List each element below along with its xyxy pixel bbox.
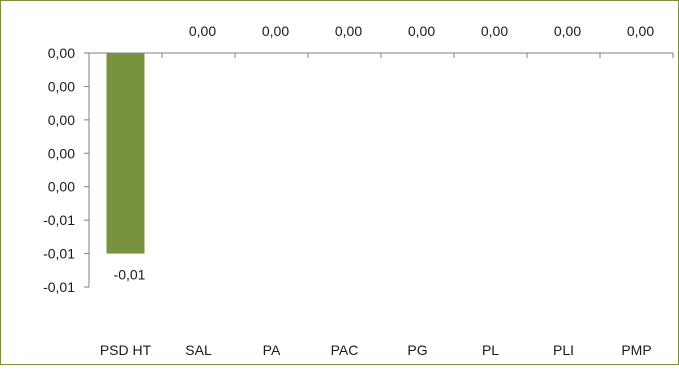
x-tick-label: PA [263, 342, 281, 358]
x-tick-label: PSD HT [100, 342, 152, 358]
data-labels: -0,01 0,00 0,00 0,00 0,00 0,00 0,00 0,00 [114, 23, 655, 283]
data-label: 0,00 [408, 23, 435, 39]
data-label: 0,00 [335, 23, 362, 39]
x-tick-label: SAL [185, 342, 212, 358]
x-tick-label: PLI [553, 342, 574, 358]
x-tick-label: PMP [621, 342, 651, 358]
data-label: 0,00 [554, 23, 581, 39]
bar [106, 53, 145, 254]
y-tick-labels: 0,00 0,00 0,00 0,00 0,00 -0,01 -0,01 -0,01 [43, 45, 75, 295]
y-tick-label: 0,00 [48, 45, 75, 61]
data-label: 0,00 [189, 23, 216, 39]
y-tick-label: 0,00 [48, 179, 75, 195]
data-label: 0,00 [627, 23, 654, 39]
y-tick-label: 0,00 [48, 78, 75, 94]
x-tick-label: PG [407, 342, 427, 358]
y-tick-label: 0,00 [48, 145, 75, 161]
x-tick-labels: PSD HT SAL PA PAC PG PL PLI PMP [100, 342, 652, 358]
y-tick-label: -0,01 [43, 212, 75, 228]
bars [106, 53, 145, 254]
data-label: 0,00 [481, 23, 508, 39]
y-tick-label: -0,01 [43, 246, 75, 262]
data-label: -0,01 [114, 267, 146, 283]
y-tick-label: -0,01 [43, 279, 75, 295]
data-label: 0,00 [262, 23, 289, 39]
x-tick-label: PAC [331, 342, 359, 358]
y-tick-label: 0,00 [48, 112, 75, 128]
x-tick-label: PL [482, 342, 499, 358]
axes [84, 52, 674, 288]
